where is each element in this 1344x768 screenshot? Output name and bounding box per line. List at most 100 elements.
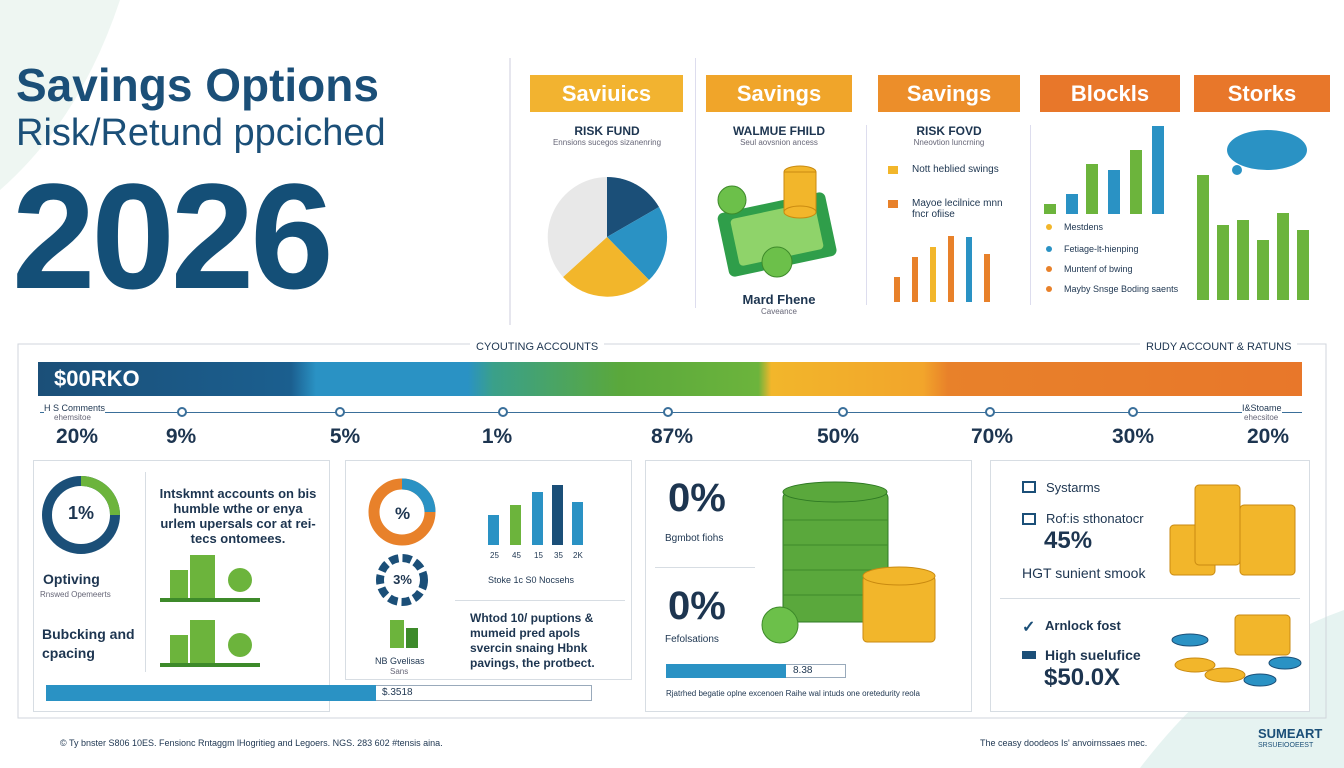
- timeline-end-note: I&Stoame: [1242, 403, 1282, 413]
- timeline-start-sub: ehemsitoe: [54, 413, 91, 422]
- building-illustration: [390, 620, 418, 648]
- coins-illustration: [761, 481, 936, 644]
- footer-right: The ceasy doodeos Is' anvoirnssaes mec.: [980, 738, 1148, 748]
- bullet: [1046, 266, 1052, 272]
- ring-label: 3%: [393, 572, 412, 587]
- icon: [1022, 651, 1036, 659]
- panel-item: Mayby Snsge Boding saents: [1064, 284, 1179, 294]
- timeline-percent: 70%: [970, 425, 1014, 448]
- row-label: Rof:is sthonatocr: [1046, 511, 1144, 526]
- icon: ✓: [1022, 619, 1036, 636]
- panel-subtitle: Nneovtion luncrning: [913, 138, 985, 147]
- stat-value: 0%: [668, 476, 726, 520]
- card-text: Whtod 10/ puptions & mumeid pred apols s…: [470, 611, 595, 670]
- pie-illustration: [547, 176, 668, 297]
- panel-caption-sub: Caveance: [760, 307, 798, 316]
- row-value: 45%: [1044, 527, 1093, 554]
- progress-fill: [666, 664, 786, 678]
- panel-item: Nott heblied swings: [912, 164, 999, 175]
- tab: Savings: [706, 75, 852, 112]
- axis-label: 35: [554, 551, 563, 560]
- row-value: $50.0X: [1044, 664, 1121, 691]
- bar-illustration: [488, 485, 583, 545]
- timeline-percent: 50%: [816, 425, 860, 448]
- timeline-start-note: H S Comments: [44, 403, 106, 413]
- ring-illustration: [42, 476, 120, 554]
- stat-value: 0%: [668, 584, 726, 628]
- timeline-dot: [1128, 407, 1138, 417]
- panel-title: RISK FOVD: [916, 124, 982, 138]
- ring-label: %: [394, 504, 411, 523]
- tab: Blockls: [1040, 75, 1180, 112]
- panel-subtitle: Ennsions sucegos sizanenring: [552, 138, 662, 147]
- row-label: High suelufice: [1045, 647, 1141, 663]
- timeline-percent: 30%: [1111, 425, 1155, 448]
- bullet: [1046, 286, 1052, 292]
- icon: [1022, 513, 1036, 525]
- divider: [145, 472, 146, 672]
- timeline-percent: 9%: [165, 425, 197, 448]
- axis-label: 15: [534, 551, 543, 560]
- tab: Storks: [1194, 75, 1330, 112]
- axis-label: 25: [490, 551, 499, 560]
- brand: SUMEART: [1258, 726, 1323, 741]
- coins-illustration: [1169, 484, 1302, 687]
- axis-label: 2K: [573, 551, 583, 560]
- bar-illustration: [1044, 126, 1164, 214]
- card-text: Intskmnt accounts on bis humble wthe or …: [159, 486, 317, 546]
- bullet: [1046, 246, 1052, 252]
- card-note: Rjatrhed begatie oplne excenoen Raihe wa…: [666, 689, 920, 698]
- card-label: Bubcking and cpacing: [42, 626, 135, 661]
- title-line1: Savings Options: [16, 59, 379, 111]
- stocks-illustration: [1197, 130, 1309, 300]
- small-label: NB Gvelisas: [375, 656, 425, 666]
- timeline-end-sub: ehecsitoe: [1244, 413, 1279, 422]
- panel-title: RISK FUND: [574, 124, 640, 138]
- panel-item: Muntenf of bwing: [1064, 264, 1133, 274]
- timeline-dot: [498, 407, 508, 417]
- progress-fill: [46, 685, 376, 701]
- footer-left: © Ty bnster S806 10ES. Fensionc Rntaggm …: [60, 738, 443, 748]
- timeline-right-label: RUDY ACCOUNT & RATUNS: [1140, 341, 1298, 353]
- row-label: Arnlock fost: [1045, 618, 1121, 633]
- ring-illustration: [368, 478, 436, 606]
- timeline-dot: [177, 407, 187, 417]
- stat-label: Fefolsations: [665, 634, 719, 645]
- chart-caption: Stoke 1c S0 Nocsehs: [488, 575, 575, 585]
- row-label: HGT sunient smook: [1022, 565, 1146, 581]
- timeline-bar-label: $00RKO: [54, 366, 140, 391]
- icon: [1022, 481, 1036, 493]
- panel-title: WALMUE FHILD: [733, 124, 825, 138]
- ring-label: 1%: [67, 503, 94, 523]
- row-label: Systarms: [1046, 480, 1101, 495]
- building-illustration: [160, 555, 260, 667]
- bar-illustration: [894, 236, 990, 302]
- tab: Savings: [878, 75, 1020, 112]
- year: 2026: [12, 152, 334, 320]
- divider: [1000, 598, 1300, 599]
- timeline-dot: [838, 407, 848, 417]
- brand-sub: SRSUEIOOEEST: [1258, 742, 1314, 749]
- bullet: [1046, 224, 1052, 230]
- timeline-percent: 20%: [1246, 425, 1290, 448]
- small-label-sub: Sans: [390, 667, 409, 676]
- panel-caption: Mard Fhene: [742, 292, 816, 307]
- divider: [455, 600, 625, 601]
- card: [990, 460, 1310, 712]
- card-label-sub: Rnswed Opemeerts: [40, 590, 111, 599]
- money-illustration: [717, 165, 837, 278]
- bullet: [888, 200, 898, 208]
- divider: [695, 58, 696, 308]
- panel-item: Mayoe lecilnice mnn fncr ofiise: [912, 198, 1003, 220]
- timeline-percent: 20%: [55, 425, 99, 448]
- axis-label: 45: [512, 551, 521, 560]
- timeline-bar: [38, 362, 1302, 396]
- timeline-percent: 87%: [650, 425, 694, 448]
- progress-label: 8.38: [793, 665, 813, 676]
- panel-item: Mestdens: [1064, 222, 1104, 232]
- timeline-dot: [663, 407, 673, 417]
- timeline-dot: [335, 407, 345, 417]
- divider: [1030, 125, 1031, 305]
- bullet: [888, 166, 898, 174]
